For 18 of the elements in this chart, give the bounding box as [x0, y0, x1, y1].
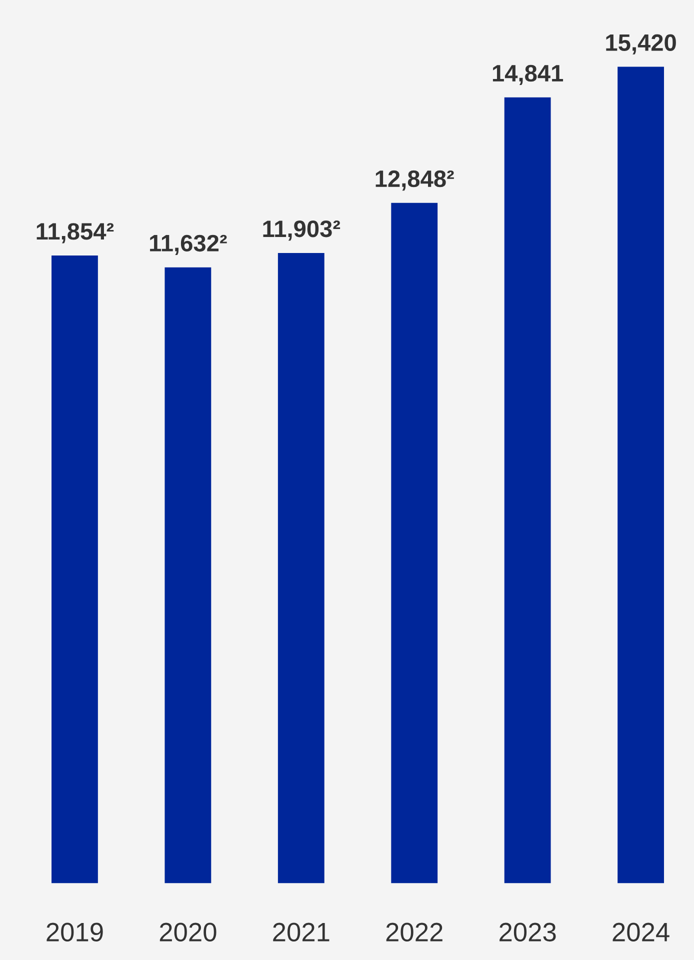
- bar: [164, 267, 212, 884]
- bar: [52, 256, 98, 884]
- data-label: 15,420: [606, 34, 676, 54]
- bar: [278, 252, 324, 884]
- bar: [391, 202, 438, 884]
- bar: [504, 97, 551, 884]
- data-label: 11,632²: [150, 234, 227, 255]
- data-label: 11,903²: [263, 220, 340, 241]
- x-tick-label: 2023: [500, 922, 556, 942]
- bar: [618, 66, 664, 884]
- data-label: 12,848²: [376, 170, 454, 191]
- data-label: 14,841: [492, 64, 564, 86]
- x-tick-label: 2019: [46, 922, 103, 942]
- x-tick-label: 2021: [273, 922, 330, 942]
- x-tick-label: 2020: [160, 922, 216, 942]
- x-tick-label: 2024: [612, 922, 670, 942]
- data-label: 11,854²: [36, 223, 114, 244]
- x-tick-label: 2022: [386, 922, 442, 942]
